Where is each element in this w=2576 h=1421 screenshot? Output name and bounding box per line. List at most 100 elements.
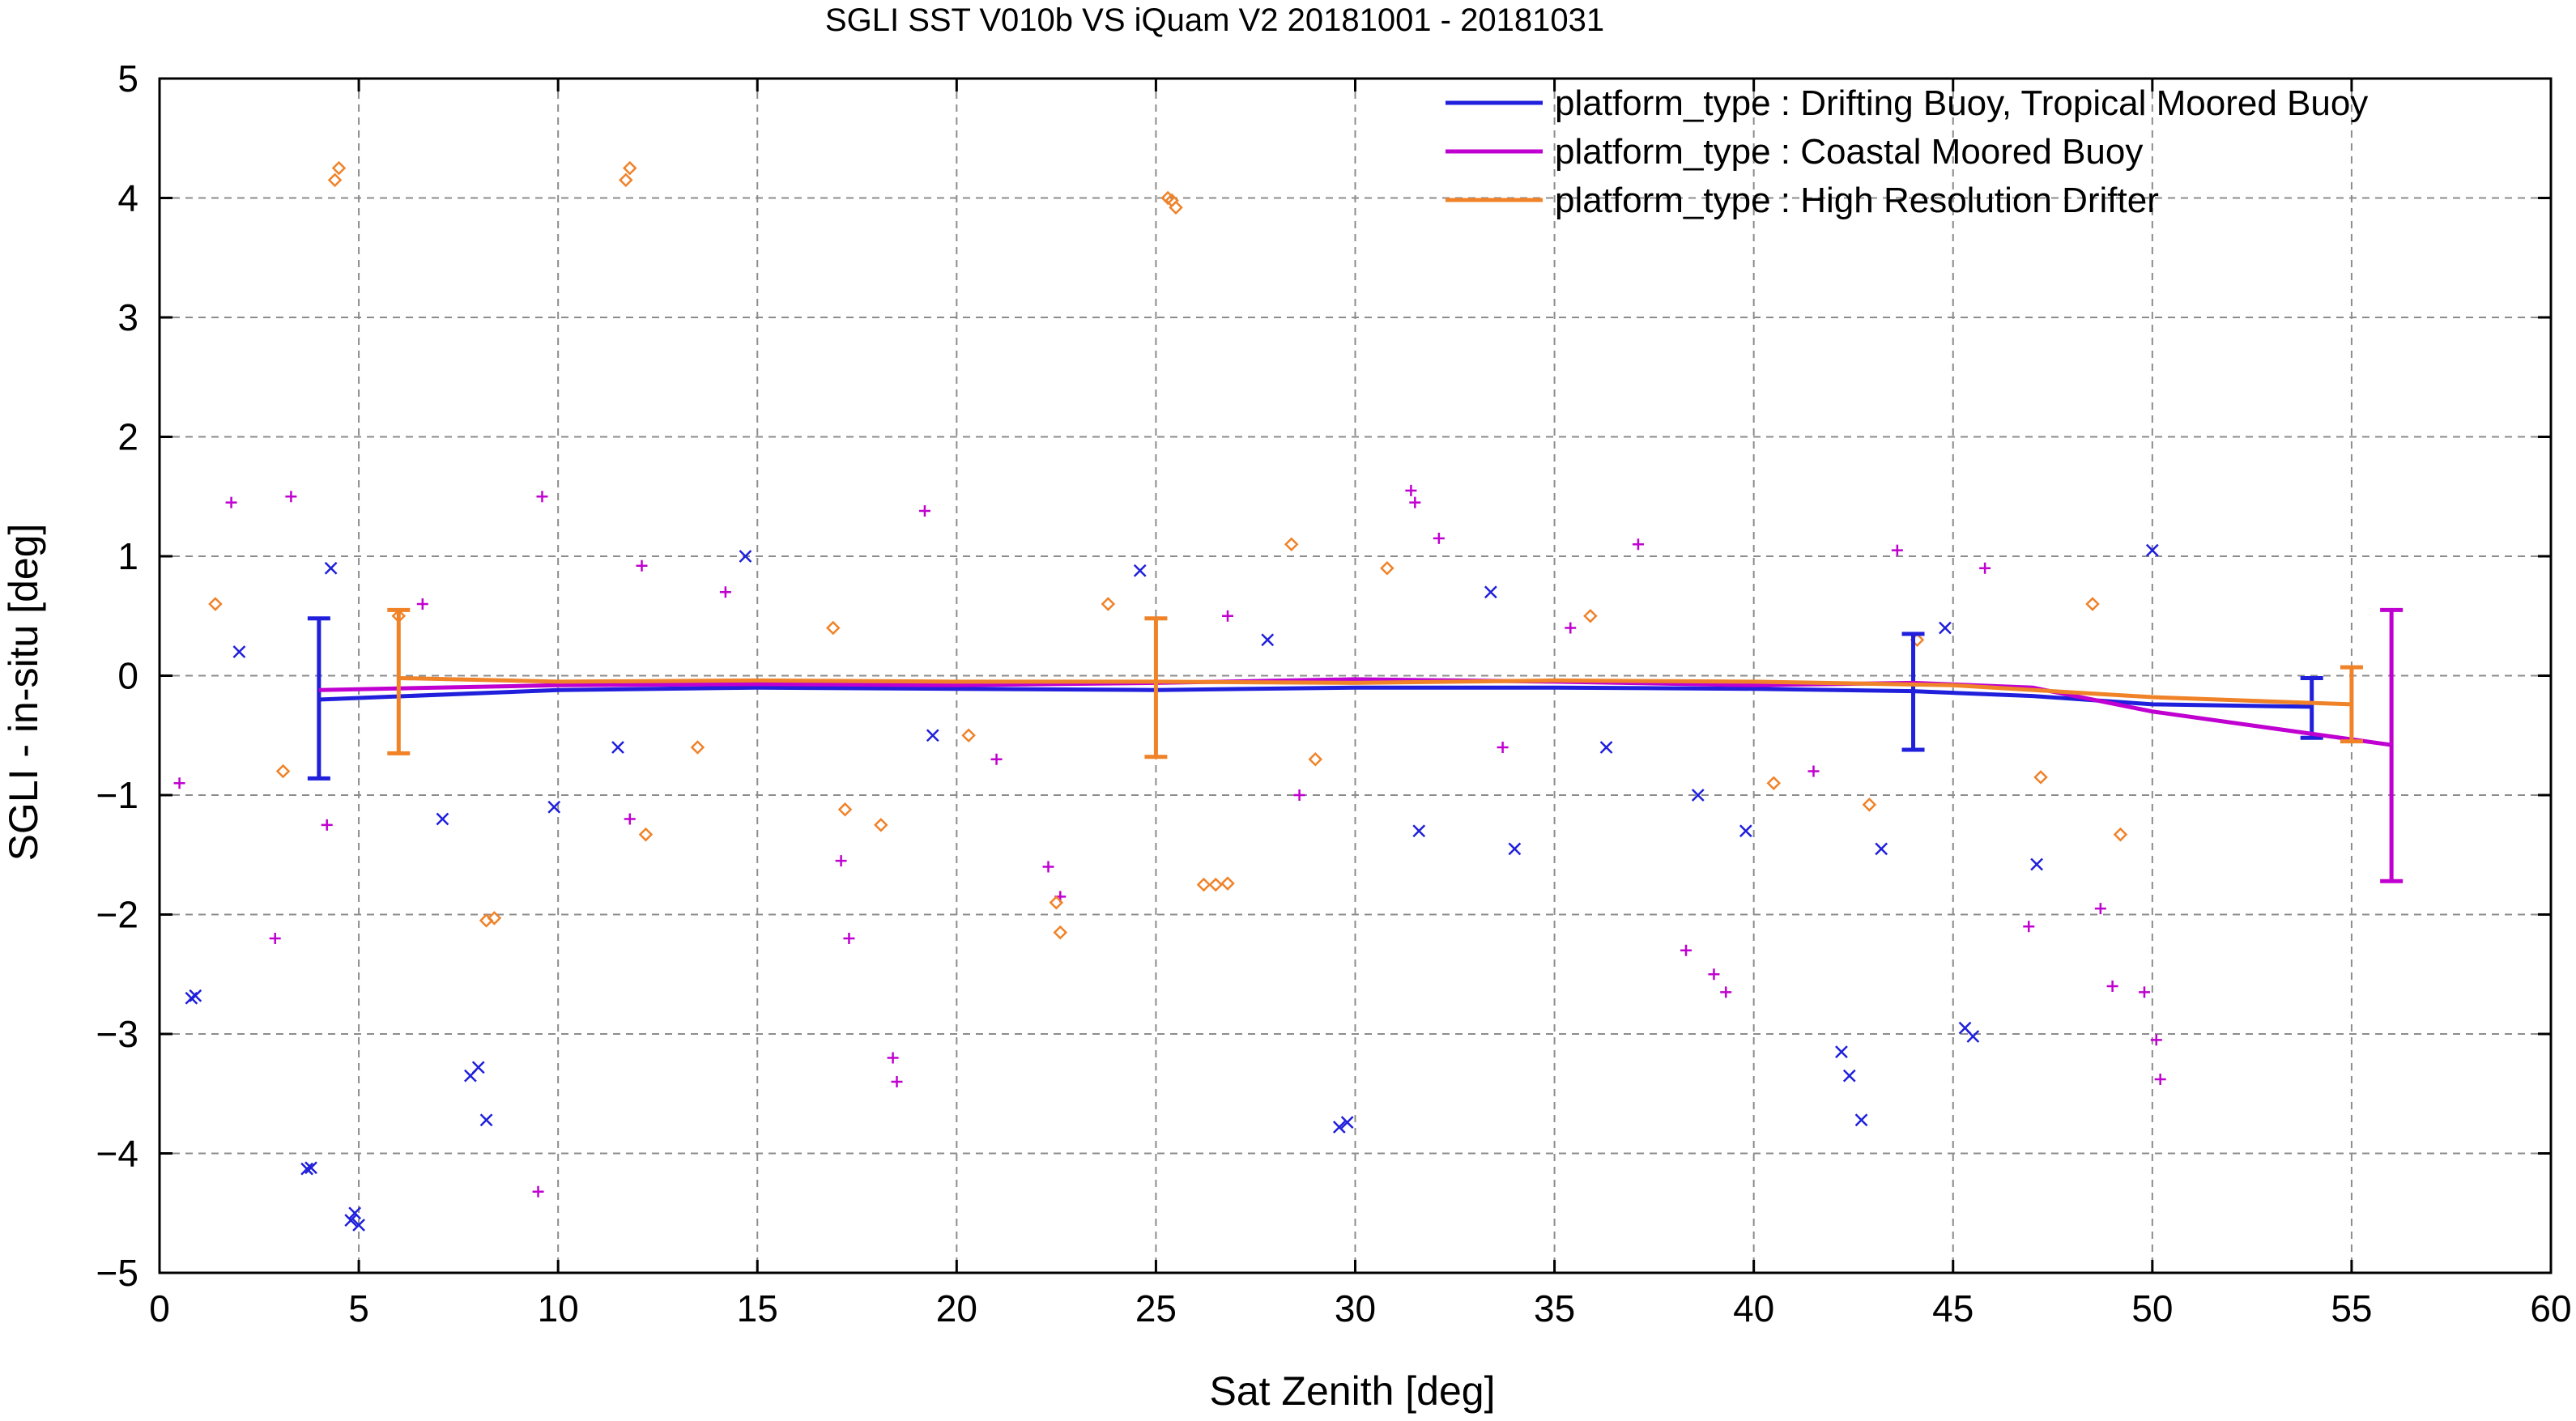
- data-point-plus-marker: [1680, 944, 1692, 956]
- data-point-plus-marker: [835, 855, 847, 867]
- data-point-diamond-marker: [1049, 895, 1064, 910]
- data-point-diamond-marker: [690, 740, 705, 755]
- data-point-x-marker: [1332, 1121, 1346, 1134]
- data-point-x-marker: [547, 800, 561, 814]
- data-point-diamond-marker: [331, 160, 347, 176]
- x-axis-label: Sat Zenith [deg]: [1209, 1368, 1495, 1414]
- error-bar: [1901, 632, 1925, 752]
- data-point-x-marker: [304, 1161, 317, 1175]
- error-bar: [1144, 616, 1168, 759]
- data-point-plus-marker: [2094, 903, 2106, 915]
- x-tick-label: 20: [936, 1287, 977, 1330]
- data-point-diamond-marker: [2085, 597, 2100, 611]
- x-tick-label: 15: [737, 1287, 778, 1330]
- data-point-x-marker: [1854, 1113, 1868, 1127]
- data-point-plus-marker: [1293, 789, 1305, 801]
- data-point-x-marker: [1133, 564, 1147, 577]
- y-tick-label: 2: [117, 416, 138, 458]
- data-point-plus-marker: [269, 933, 281, 944]
- y-tick-label: −1: [96, 774, 138, 816]
- data-point-plus-marker: [1807, 765, 1820, 777]
- y-tick-label: −4: [96, 1133, 138, 1175]
- data-point-diamond-marker: [1220, 876, 1235, 891]
- data-point-plus-marker: [1405, 484, 1417, 496]
- data-point-x-marker: [1599, 741, 1613, 754]
- data-point-plus-marker: [990, 753, 1003, 765]
- data-point-diamond-marker: [1053, 925, 1068, 940]
- data-point-plus-marker: [532, 1185, 544, 1198]
- data-point-plus-marker: [1979, 562, 1991, 574]
- data-point-x-marker: [344, 1214, 358, 1227]
- x-tick-label: 0: [149, 1287, 170, 1330]
- data-point-x-marker: [739, 550, 752, 563]
- data-point-x-marker: [1939, 621, 1952, 635]
- data-point-plus-marker: [1565, 622, 1577, 634]
- data-point-plus-marker: [1708, 968, 1720, 981]
- data-point-x-marker: [479, 1113, 493, 1127]
- data-point-diamond-marker: [1766, 776, 1782, 791]
- data-point-diamond-marker: [874, 818, 888, 832]
- data-point-plus-marker: [624, 813, 636, 825]
- y-tick-label: 1: [117, 535, 138, 577]
- x-tick-label: 45: [1932, 1287, 1974, 1330]
- x-tick-label: 25: [1135, 1287, 1177, 1330]
- data-point-plus-marker: [719, 586, 731, 598]
- data-point-plus-marker: [2150, 1034, 2162, 1046]
- data-point-diamond-marker: [1308, 751, 1323, 767]
- data-point-diamond-marker: [825, 620, 841, 636]
- data-point-diamond-marker: [2113, 827, 2128, 842]
- data-point-plus-marker: [1042, 861, 1054, 873]
- data-point-diamond-marker: [1101, 597, 1116, 611]
- data-point-x-marker: [1508, 842, 1522, 856]
- data-point-plus-marker: [2154, 1074, 2166, 1086]
- data-point-plus-marker: [2138, 986, 2150, 998]
- y-tick-label: 5: [117, 57, 138, 100]
- data-point-x-marker: [189, 989, 202, 1002]
- data-point-x-marker: [1691, 789, 1705, 802]
- x-tick-label: 40: [1733, 1287, 1774, 1330]
- y-axis-label: SGLI - in-situ [deg]: [1, 524, 46, 862]
- mean-curve: [318, 685, 2312, 709]
- data-point-x-marker: [2145, 543, 2159, 557]
- data-point-diamond-marker: [1862, 798, 1877, 812]
- data-point-x-marker: [1875, 842, 1888, 856]
- data-point-plus-marker: [843, 933, 855, 944]
- data-point-x-marker: [324, 561, 338, 575]
- data-point-x-marker: [348, 1206, 362, 1220]
- x-tick-label: 50: [2131, 1287, 2173, 1330]
- x-tick-label: 5: [348, 1287, 369, 1330]
- data-point-plus-marker: [536, 491, 548, 503]
- data-point-x-marker: [352, 1219, 365, 1232]
- data-point-plus-marker: [1497, 742, 1509, 753]
- data-point-x-marker: [232, 645, 246, 658]
- data-point-x-marker: [471, 1061, 485, 1074]
- data-point-diamond-marker: [1196, 877, 1211, 892]
- mean-curve: [398, 675, 2352, 707]
- data-point-diamond-marker: [961, 728, 976, 743]
- x-tick-label: 55: [2331, 1287, 2372, 1330]
- data-point-x-marker: [2030, 857, 2043, 871]
- error-bar: [2300, 675, 2323, 740]
- data-point-plus-marker: [1222, 610, 1234, 622]
- data-point-diamond-marker: [1284, 537, 1299, 552]
- data-point-plus-marker: [321, 819, 333, 831]
- data-point-x-marker: [1340, 1116, 1354, 1130]
- data-point-plus-marker: [1433, 532, 1445, 544]
- y-tick-label: −5: [96, 1252, 138, 1294]
- data-point-plus-marker: [416, 598, 428, 610]
- legend: platform_type : Drifting Buoy, Tropical …: [1446, 83, 2368, 220]
- data-point-plus-marker: [887, 1052, 899, 1064]
- error-bar: [387, 607, 411, 755]
- data-point-diamond-marker: [487, 911, 502, 925]
- data-point-diamond-marker: [1583, 608, 1598, 623]
- y-tick-label: −2: [96, 894, 138, 936]
- legend-entry: platform_type : High Resolution Drifter: [1555, 181, 2159, 220]
- data-point-plus-marker: [2106, 981, 2118, 992]
- data-point-x-marker: [611, 741, 624, 754]
- data-point-x-marker: [185, 991, 198, 1005]
- data-point-diamond-marker: [327, 172, 343, 188]
- legend-entry: platform_type : Drifting Buoy, Tropical …: [1555, 83, 2368, 123]
- data-point-diamond-marker: [1208, 877, 1224, 892]
